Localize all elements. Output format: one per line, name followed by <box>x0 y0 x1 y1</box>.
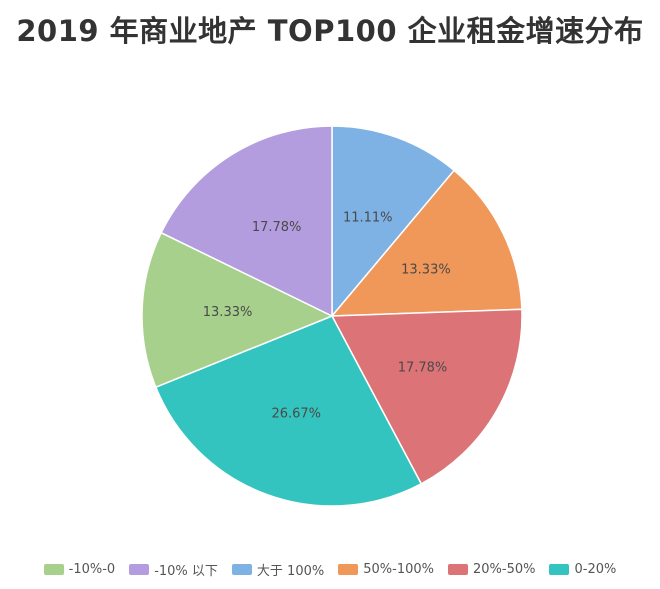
pie-slice-1 <box>330 169 523 317</box>
slice-label-4: 13.33% <box>203 305 253 320</box>
legend-swatch <box>448 564 468 575</box>
legend-label: -10%-0 <box>68 562 116 577</box>
legend-label: 50%-100% <box>363 562 434 577</box>
legend-item-4: 20%-50% <box>448 562 535 577</box>
legend-item-2: 大于 100% <box>231 560 325 579</box>
legend-label: -10% 以下 <box>154 564 218 579</box>
chart-legend: -10%-0 -10% 以下 大于 100% 50%-100% 20%-50% 0-20% <box>0 560 660 579</box>
pie-slice-2 <box>330 308 523 485</box>
legend-label: 20%-50% <box>473 562 536 577</box>
legend-swatch <box>43 564 64 575</box>
slice-label-1: 13.33% <box>401 263 451 278</box>
legend-swatch <box>231 564 252 575</box>
legend-swatch <box>129 564 150 575</box>
legend-item-3: 50%-100% <box>338 562 434 577</box>
legend-item-5: 0-20% <box>549 562 616 577</box>
legend-item-1: -10% 以下 <box>129 560 218 579</box>
slice-label-5: 17.78% <box>252 220 302 235</box>
legend-swatch <box>338 564 359 575</box>
pie-slice-5 <box>160 125 333 318</box>
legend-swatch <box>549 564 570 575</box>
pie-slice-3 <box>154 315 423 507</box>
chart-title: 2019 年商业地产 TOP100 企业租金增速分布 <box>16 14 644 48</box>
slice-label-0: 11.11% <box>343 210 393 225</box>
pie-slice-4 <box>141 231 334 389</box>
legend-label: 大于 100% <box>256 564 325 579</box>
legend-label: 0-20% <box>574 562 617 577</box>
slice-label-3: 26.67% <box>271 407 321 422</box>
pie-slice-0 <box>331 125 456 319</box>
slice-label-2: 17.78% <box>398 361 448 376</box>
legend-item-0: -10%-0 <box>43 562 116 577</box>
